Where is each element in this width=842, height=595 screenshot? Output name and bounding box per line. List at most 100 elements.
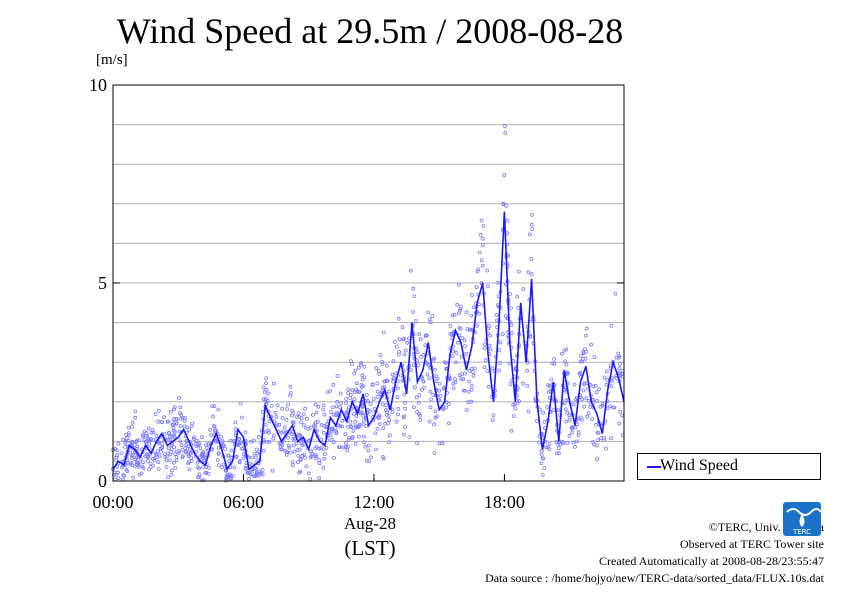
data-point [313,446,318,451]
data-point [277,422,282,427]
data-point [179,443,184,448]
data-point [116,470,120,475]
data-point [290,463,295,468]
data-point [574,439,579,444]
data-point [461,377,466,382]
data-point [421,379,426,384]
data-point [333,413,338,418]
data-point [584,326,589,331]
data-point [418,413,422,418]
data-point [172,421,177,425]
data-point [459,354,464,359]
data-point [596,438,600,443]
data-point [225,475,230,480]
data-point [204,445,209,450]
data-point [284,417,289,422]
data-point [191,436,196,441]
data-point [252,451,257,456]
data-point [471,373,476,378]
data-point [418,417,423,422]
data-point [459,377,464,381]
data-point [505,218,509,223]
data-point [357,424,361,428]
data-point [394,344,399,349]
data-point [200,478,204,483]
data-point [264,400,269,405]
data-point [330,405,335,410]
data-point [604,369,609,374]
data-point [394,419,399,424]
data-point [352,371,357,376]
data-point [216,407,221,412]
data-point [466,389,471,394]
data-point [192,435,197,440]
data-point [324,445,329,450]
data-point [362,418,366,423]
data-point [113,446,118,451]
data-point [359,361,364,365]
data-point [187,460,191,465]
data-point [189,456,194,460]
data-point [395,386,400,391]
data-point [296,460,300,465]
data-point [340,424,345,429]
data-point [433,409,438,414]
data-point [390,410,395,415]
data-point [403,406,408,411]
data-point [604,382,609,387]
data-point [565,441,570,445]
data-point [222,446,227,451]
data-point [250,455,255,460]
data-point [318,446,323,451]
data-point [456,282,461,287]
data-point [567,433,572,438]
data-point [164,465,169,469]
data-point [169,472,174,477]
data-point [348,392,353,397]
logo-text: TERC [792,528,811,536]
data-point [364,392,369,397]
data-point [271,433,276,438]
data-point [359,385,364,390]
data-point [383,378,388,383]
data-point [133,415,138,420]
data-point [275,403,280,408]
data-point [184,449,189,454]
data-point [572,382,577,387]
data-point [447,421,451,426]
data-point [209,433,214,438]
data-point [267,430,271,435]
data-point [156,460,161,465]
data-point [126,431,131,436]
data-point [151,463,155,468]
data-point [180,454,185,459]
data-point [511,402,516,407]
data-point [383,403,388,407]
data-point [210,404,215,409]
data-point [497,368,502,373]
data-point [458,326,463,331]
data-point [452,312,457,317]
data-point [287,445,292,450]
data-point [321,403,326,408]
data-point [576,430,581,435]
data-point [375,426,380,431]
data-point [243,430,248,435]
data-point [147,467,151,472]
data-point [304,464,309,469]
data-point [562,348,567,353]
data-point [351,412,356,416]
data-point [396,412,400,417]
data-point [402,400,407,405]
data-point [594,422,598,427]
data-point [350,388,355,393]
data-point [279,447,284,452]
data-point [333,426,338,430]
data-point [483,358,488,363]
data-point [528,333,533,338]
data-point [415,350,420,355]
data-point [469,366,474,371]
data-point [198,446,203,451]
data-point [140,464,145,469]
data-point [130,439,135,444]
